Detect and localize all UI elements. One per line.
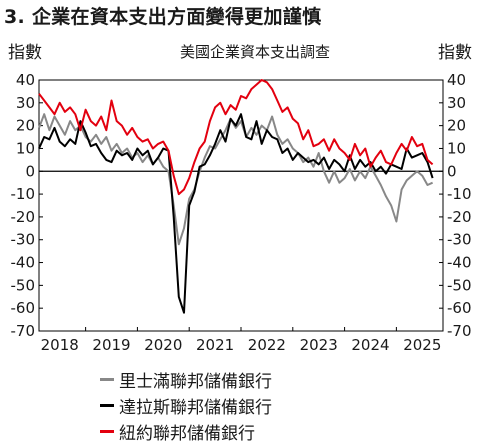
legend-label-dallas: 達拉斯聯邦儲備銀行 [119,397,272,418]
y-tick-label-right-5: -20 [447,208,472,226]
series-lines [38,79,434,314]
y-tick-label-left-6: -10 [11,185,36,203]
legend: 里士滿聯邦儲備銀行 達拉斯聯邦儲備銀行 紐約聯邦儲備銀行 [100,366,272,444]
y-tick-label-left-8: 10 [16,139,35,157]
y-tick-label-right-4: -30 [447,231,472,249]
y-tick-label-left-9: 20 [16,117,35,135]
x-tick-label-2022: 2022 [248,336,286,354]
y-tick-label-left-1: -60 [11,299,36,317]
legend-item-new-york: 紐約聯邦儲備銀行 [100,418,272,444]
x-tick-label-2018: 2018 [41,336,79,354]
legend-swatch-dallas [100,403,114,407]
y-tick-label-right-6: -10 [447,185,472,203]
legend-label-richmond: 里士滿聯邦儲備銀行 [119,371,272,392]
legend-item-dallas: 達拉斯聯邦儲備銀行 [100,392,272,418]
y-tick-label-left-11: 40 [16,71,35,89]
y-tick-label-left-3: -40 [11,254,36,272]
axis-ticks: -70 -70 -60 -60 -50 -50 -40 -40 -30 -30 -20 -20 -10 -… [11,71,472,354]
y-tick-label-right-7: 0 [447,162,457,180]
y-tick-label-left-0: -70 [11,322,36,340]
y-tick-label-right-8: 10 [447,139,466,157]
y-tick-label-right-9: 20 [447,117,466,135]
x-tick-label-2024: 2024 [351,336,389,354]
x-tick-label-2021: 2021 [196,336,234,354]
series-line-richmond [38,113,434,246]
figure-title: 3. 企業在資本支出方面變得更加謹慎 [4,6,322,28]
x-tick-label-2025: 2025 [403,336,441,354]
legend-swatch-new-york [100,429,114,433]
series-line-new-york [38,79,434,196]
x-tick-label-2019: 2019 [92,336,130,354]
right-axis-label: 指數 [438,43,472,63]
y-tick-label-right-3: -40 [447,254,472,272]
y-tick-label-right-1: -60 [447,299,472,317]
legend-label-new-york: 紐約聯邦儲備銀行 [119,423,255,444]
chart-title: 美國企業資本支出調查 [180,43,330,61]
y-tick-label-left-10: 30 [16,94,35,112]
y-tick-label-left-5: -20 [11,208,36,226]
y-tick-label-right-11: 40 [447,71,466,89]
y-tick-label-right-0: -70 [447,322,472,340]
y-tick-label-right-10: 30 [447,94,466,112]
y-tick-label-left-7: 0 [25,162,35,180]
y-tick-label-left-2: -50 [11,276,36,294]
legend-swatch-richmond [100,377,114,381]
legend-item-richmond: 里士滿聯邦儲備銀行 [100,366,272,392]
series-line-dallas [38,113,434,314]
y-tick-label-right-2: -50 [447,276,472,294]
left-axis-label: 指數 [8,43,42,63]
x-tick-label-2023: 2023 [300,336,338,354]
y-tick-label-left-4: -30 [11,231,36,249]
x-tick-label-2020: 2020 [144,336,182,354]
